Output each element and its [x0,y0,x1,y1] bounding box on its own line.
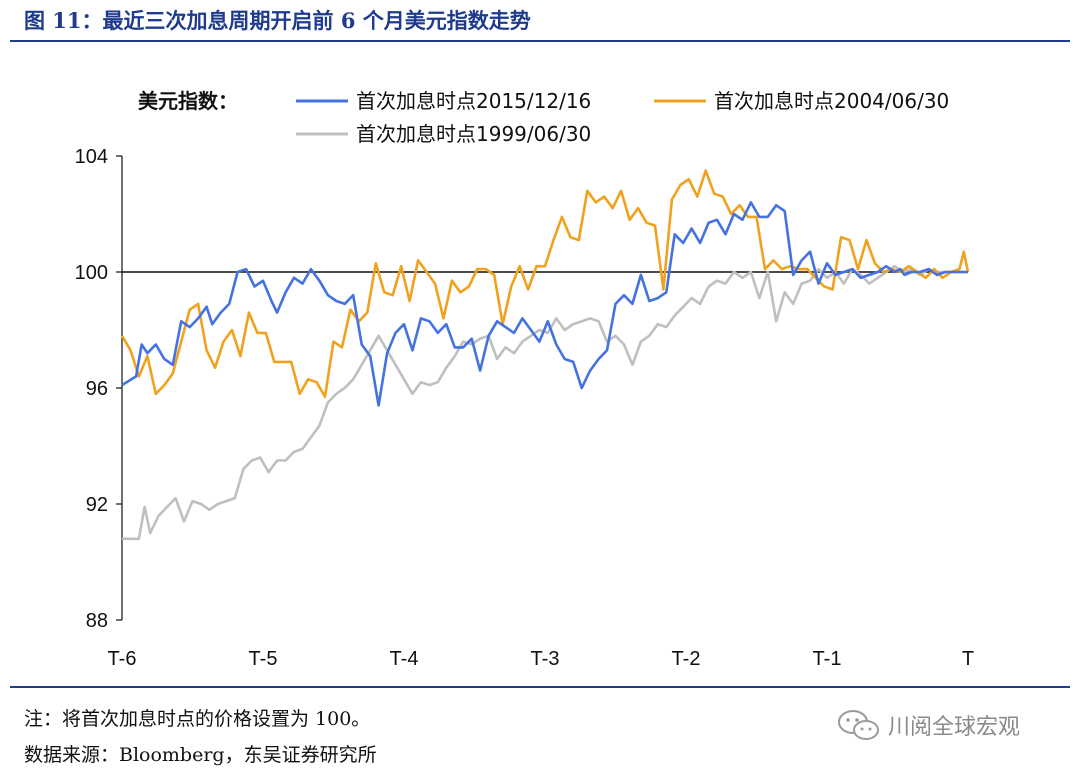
watermark-text: 川阅全球宏观 [888,715,1021,740]
series-layer [120,169,970,541]
x-tick-label-4: T-2 [672,648,701,670]
y-tick-label-2: 96 [86,378,108,400]
figure-title: 图 11：最近三次加息周期开启前 6 个月美元指数走势 [24,8,531,33]
data-source: 数据来源：Bloomberg，东吴证券研究所 [24,744,377,766]
series-line-0 [121,201,968,407]
y-tick-label-4: 104 [75,146,108,168]
line-chart: 美元指数： 首次加息时点2015/12/16 首次加息时点2004/06/30 首次… [75,89,974,670]
x-tick-label-5: T-1 [813,648,842,670]
title-rule [10,40,1070,42]
x-tick-label-0: T-6 [108,648,137,670]
y-tick-label-1: 92 [86,494,108,516]
legend-label-2: 首次加息时点1999/06/30 [356,122,591,146]
x-tick-label-2: T-4 [390,648,419,670]
footer-rule [10,686,1070,688]
watermark: 川阅全球宏观 [836,705,1020,745]
chart-note: 注：将首次加息时点的价格设置为 100。 [24,708,371,730]
series-line-2 [122,264,968,541]
y-tick-label-0: 88 [86,610,108,632]
wechat-icon [838,710,879,740]
legend-label-0: 首次加息时点2015/12/16 [356,89,591,113]
series-line-1 [120,169,970,399]
legend-label-1: 首次加息时点2004/06/30 [714,89,949,113]
x-tick-label-1: T-5 [249,648,278,670]
legend-title: 美元指数： [138,89,238,113]
axes: 88 92 96 100 104 T-6 T-5 T-4 T-3 T-2 T-1 T [75,146,974,670]
x-tick-label-6: T [962,648,974,670]
y-tick-label-3: 100 [75,262,108,284]
legend: 美元指数： 首次加息时点2015/12/16 首次加息时点2004/06/30 首次… [138,89,949,146]
x-tick-label-3: T-3 [531,648,560,670]
